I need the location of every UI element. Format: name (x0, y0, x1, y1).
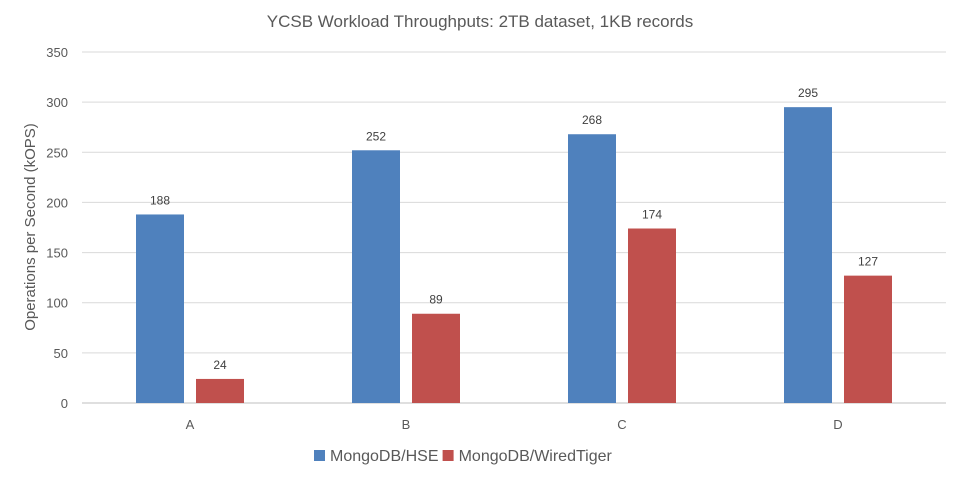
bar (196, 378, 244, 403)
bar (568, 134, 616, 403)
x-tick-label: A (186, 417, 195, 432)
data-label: 174 (642, 208, 662, 222)
chart-title: YCSB Workload Throughputs: 2TB dataset, … (267, 12, 693, 31)
y-tick-label: 50 (54, 346, 68, 361)
data-label: 252 (366, 129, 386, 143)
y-tick-label: 0 (61, 396, 68, 411)
bar (784, 107, 832, 404)
legend-label: MongoDB/HSE (330, 448, 439, 465)
y-tick-label: 250 (46, 145, 68, 160)
gridlines (82, 51, 946, 404)
x-tick-label: C (617, 417, 626, 432)
legend-label: MongoDB/WiredTiger (459, 448, 613, 465)
data-labels: 188 24 252 89 268 174 295 127 (150, 86, 878, 372)
bar (412, 313, 460, 403)
y-axis-label: Operations per Second (kOPS) (22, 123, 39, 331)
bar (136, 214, 184, 403)
y-tick-label: 150 (46, 246, 68, 261)
y-tick-label: 100 (46, 296, 68, 311)
y-axis-ticks: 0 50 100 150 200 250 300 350 (46, 45, 68, 411)
data-label: 24 (213, 358, 227, 372)
bar (628, 228, 676, 403)
legend: MongoDB/HSE MongoDB/WiredTiger (314, 448, 613, 465)
y-tick-label: 200 (46, 195, 68, 210)
y-tick-label: 300 (46, 95, 68, 110)
x-axis-ticks: A B C D (186, 417, 843, 432)
x-tick-label: B (402, 417, 411, 432)
data-label: 295 (798, 86, 818, 100)
data-label: 89 (429, 293, 443, 307)
bar (352, 150, 400, 403)
data-label: 188 (150, 193, 170, 207)
bar (844, 275, 892, 403)
legend-swatch (314, 450, 325, 461)
data-label: 127 (858, 255, 878, 269)
legend-swatch (442, 450, 454, 461)
x-tick-label: D (833, 417, 842, 432)
y-tick-label: 350 (46, 45, 68, 60)
bars (136, 107, 892, 404)
data-label: 268 (582, 113, 602, 127)
